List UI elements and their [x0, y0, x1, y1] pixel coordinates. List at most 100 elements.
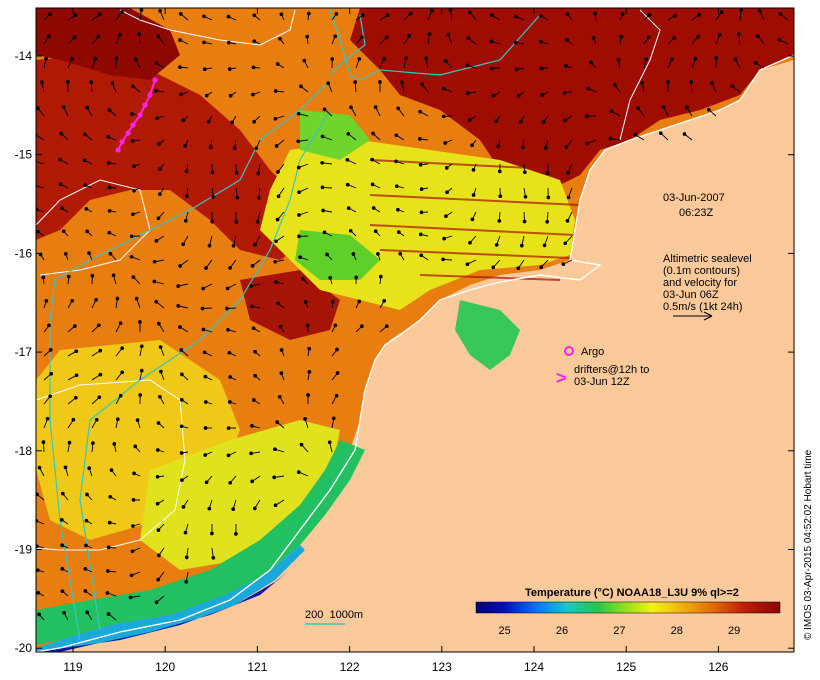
velocity-arrow-head [275, 217, 280, 222]
velocity-arrow-head [156, 34, 161, 39]
velocity-arrow-head [471, 193, 476, 197]
velocity-arrow-head [589, 60, 593, 65]
warm-patch-west [36, 55, 310, 260]
altimetry-line: and velocity for [663, 277, 737, 289]
velocity-arrow-head [497, 169, 502, 174]
velocity-arrow-head [63, 251, 68, 256]
velocity-arrow-head [523, 194, 528, 199]
velocity-arrow-head [254, 146, 259, 151]
velocity-arrow-head [106, 545, 111, 550]
velocity-arrow-head [545, 171, 550, 175]
velocity-arrow-head [159, 369, 163, 374]
velocity-arrow-head [497, 219, 502, 223]
drifter-point [137, 112, 143, 118]
velocity-arrow-head [541, 120, 546, 124]
velocity-arrow-head [156, 528, 161, 532]
velocity-arrow-head [467, 118, 472, 122]
velocity-arrow-head [178, 325, 182, 329]
velocity-arrow-head [91, 441, 95, 445]
velocity-arrow-head [98, 348, 103, 353]
velocity-arrow-head [445, 190, 449, 195]
lat-tick-label: -14 [15, 49, 33, 63]
velocity-arrow-head [156, 216, 161, 221]
velocity-arrow-head [109, 468, 114, 472]
king-sound-water [455, 300, 520, 370]
velocity-arrow-head [378, 274, 383, 279]
velocity-arrow-head [105, 591, 110, 595]
velocity-arrow-head [443, 59, 448, 63]
velocity-arrow-head [591, 36, 596, 40]
velocity-arrow-head [305, 34, 310, 39]
velocity-arrow-head [739, 8, 743, 13]
velocity-arrow-head [250, 264, 255, 268]
velocity-arrow-head [61, 105, 66, 109]
lon-tick-label: 124 [524, 660, 544, 674]
velocity-arrow-head [564, 64, 568, 68]
velocity-arrow-head [110, 81, 115, 86]
velocity-arrow-head [84, 543, 88, 548]
velocity-arrow-head [465, 91, 470, 95]
velocity-arrow-head [335, 347, 339, 352]
velocity-arrow-head [539, 66, 544, 71]
velocity-arrow-head [130, 139, 135, 143]
velocity-arrow-head [65, 80, 70, 84]
velocity-arrow-head [60, 589, 65, 594]
velocity-arrow-head [609, 109, 614, 114]
velocity-arrow-head [89, 80, 94, 85]
velocity-arrow-head [154, 239, 159, 243]
velocity-arrow-head [513, 14, 518, 19]
velocity-arrow-head [370, 182, 375, 187]
velocity-arrow-head [158, 345, 163, 349]
velocity-arrow-head [252, 39, 257, 44]
velocity-arrow-head [279, 12, 284, 17]
velocity-arrow-head [59, 206, 64, 210]
velocity-arrow-head [608, 136, 613, 141]
velocity-arrow-head [72, 35, 77, 40]
velocity-arrows [36, 8, 789, 621]
argo-label: Argo [581, 346, 604, 358]
velocity-arrow-head [250, 304, 254, 309]
velocity-arrow-head [234, 220, 239, 224]
velocity-arrow-head [394, 184, 399, 189]
velocity-arrow-head [249, 451, 253, 456]
velocity-arrow-head [644, 57, 648, 62]
velocity-arrow-head [489, 13, 494, 18]
velocity-arrow-head [59, 131, 63, 136]
velocity-arrow-head [202, 40, 206, 45]
velocity-arrow-head [226, 426, 231, 430]
velocity-arrow-head [498, 194, 503, 199]
argo-marker-icon [564, 346, 574, 356]
velocity-arrow-head [59, 518, 64, 522]
green-patch-central [295, 230, 380, 280]
velocity-arrow-head [152, 279, 157, 284]
velocity-arrow-head [227, 350, 232, 355]
drifter-point [115, 147, 121, 153]
velocity-arrow-head [228, 266, 232, 270]
velocity-arrow-head [585, 141, 590, 146]
velocity-arrow-head [466, 36, 471, 40]
velocity-arrow-head [47, 323, 51, 328]
velocity-arrow-head [396, 207, 400, 212]
velocity-arrow-head [256, 171, 261, 176]
velocity-arrow-head [63, 465, 68, 470]
velocity-arrow-head [179, 424, 184, 429]
velocity-arrow-head [203, 426, 208, 430]
velocity-arrow-head [231, 507, 236, 511]
velocity-arrow-head [689, 80, 693, 84]
velocity-arrow-head [115, 417, 120, 422]
velocity-arrow-head [306, 393, 310, 397]
colorbar-title: Temperature (°C) NOAA18_L3U 9% ql>=2 [525, 587, 739, 599]
velocity-arrow-head [647, 13, 652, 17]
velocity-arrow-head [326, 81, 331, 86]
lon-tick-label: 123 [432, 660, 452, 674]
velocity-arrow-head [334, 393, 339, 398]
velocity-arrow-head [107, 208, 112, 213]
velocity-arrow-head [706, 107, 711, 112]
velocity-arrow-head [129, 234, 134, 239]
velocity-arrow-head [320, 160, 325, 165]
velocity-arrow-head [378, 80, 382, 84]
sealevel-contours [36, 9, 661, 551]
velocity-arrow-head [179, 451, 184, 455]
velocity-arrow-head [419, 210, 424, 215]
colorbar-tick-label: 27 [613, 625, 625, 637]
